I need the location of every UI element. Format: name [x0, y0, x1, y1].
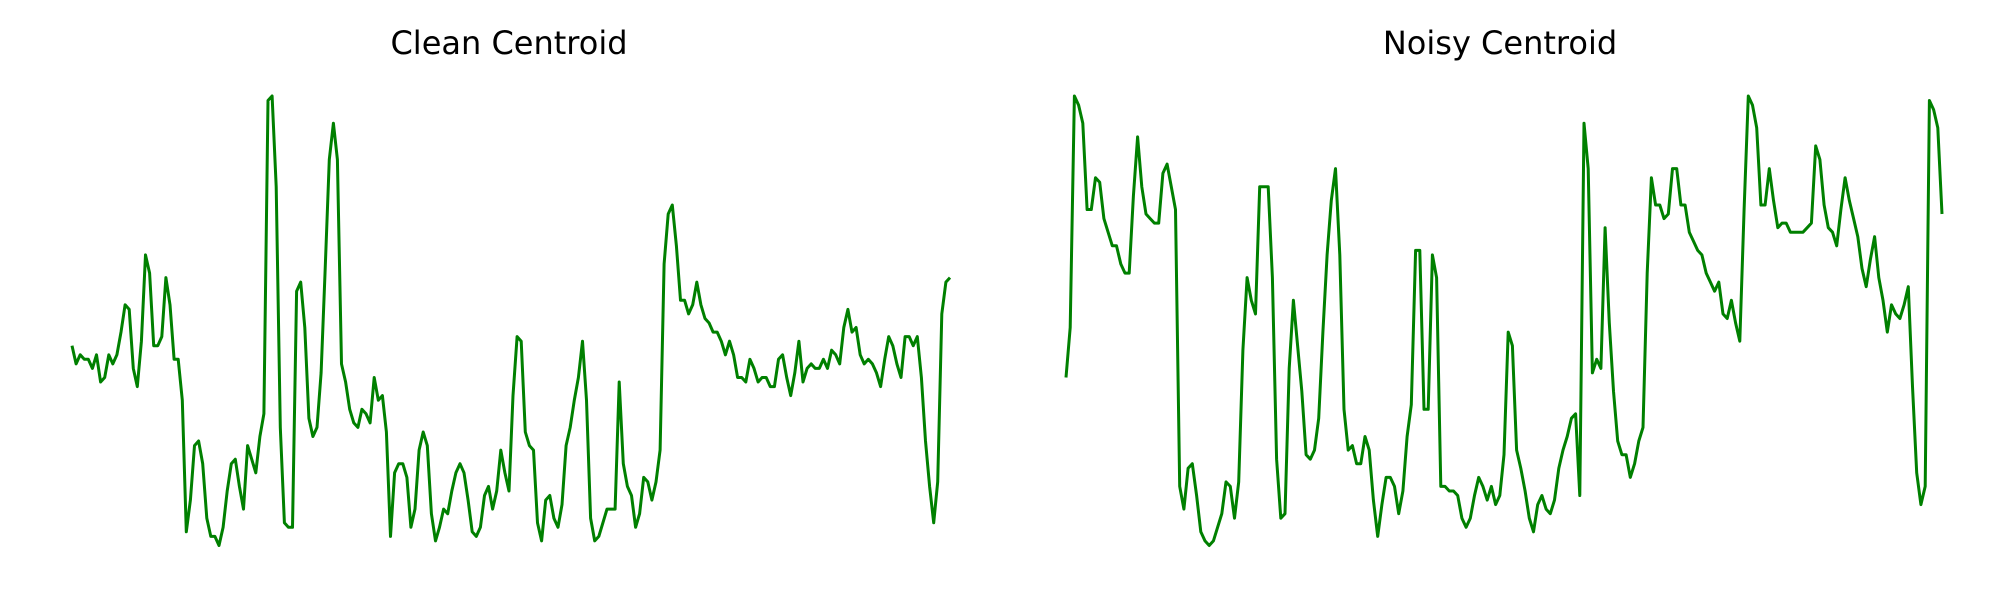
noisy-centroid-plot	[1064, 94, 1944, 547]
series-line	[1064, 94, 1944, 547]
chart-title: Clean Centroid	[390, 24, 628, 62]
chart-title: Noisy Centroid	[1382, 24, 1618, 62]
noisy-centroid-chart: Noisy Centroid	[1000, 0, 2000, 600]
series-line	[70, 94, 952, 547]
clean-centroid-plot	[70, 94, 952, 547]
clean-centroid-chart: Clean Centroid	[70, 24, 952, 547]
